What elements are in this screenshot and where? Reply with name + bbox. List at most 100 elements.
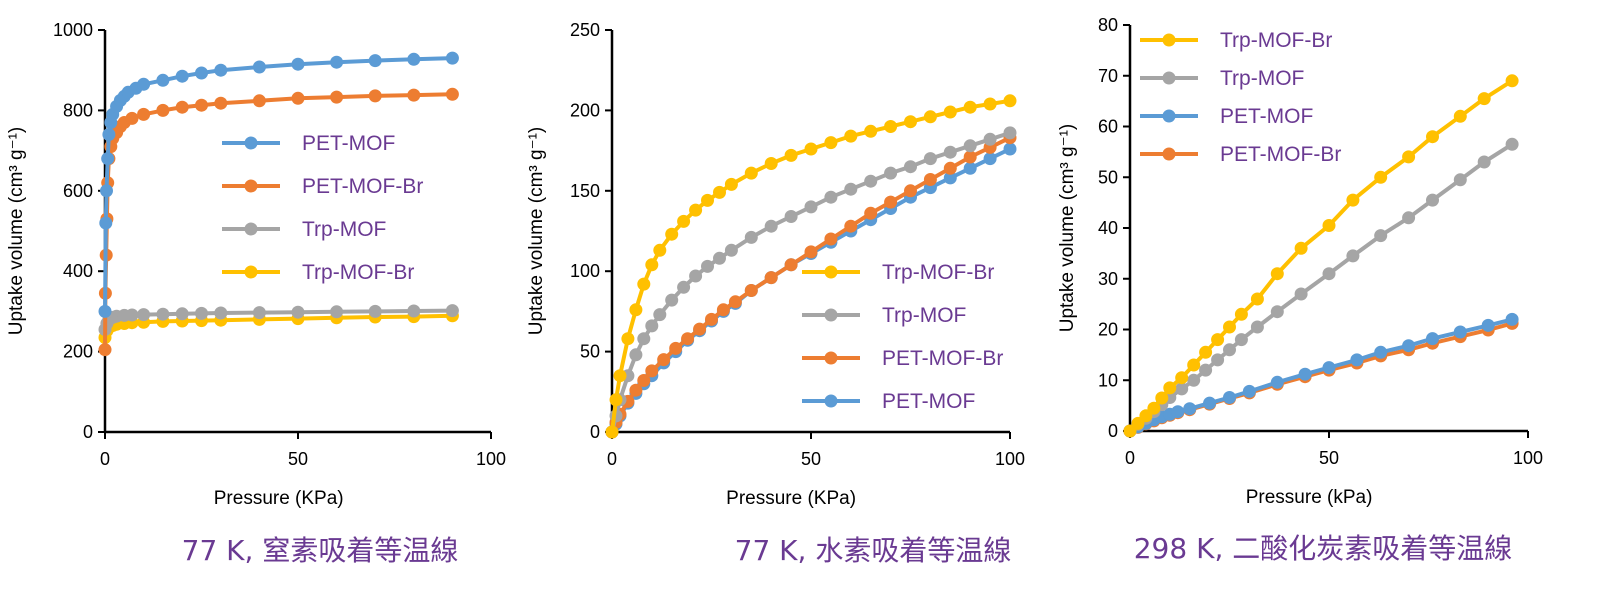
data-point <box>657 353 671 367</box>
data-point <box>665 227 679 241</box>
data-point <box>724 177 738 191</box>
y-tick-label: 100 <box>570 261 600 281</box>
data-point <box>214 306 228 320</box>
data-point <box>1294 287 1308 301</box>
data-point <box>1163 381 1177 395</box>
legend-item-pet-mof-br: PET-MOF-Br <box>1140 143 1341 166</box>
data-point <box>689 203 703 217</box>
data-point <box>407 52 421 66</box>
data-point <box>609 393 623 407</box>
data-point <box>125 111 139 125</box>
legend-swatch-marker <box>1162 109 1176 123</box>
x-tick-label: 100 <box>995 449 1025 469</box>
series-trp-mof <box>605 126 1017 439</box>
data-point <box>1477 155 1491 169</box>
data-point <box>1171 405 1185 419</box>
data-point <box>445 51 459 65</box>
series-trp-mof <box>1123 137 1519 438</box>
data-point <box>629 383 643 397</box>
x-tick-label: 100 <box>1513 448 1543 468</box>
nitrogen-isotherm-chart: 0 200 400 600 800 1000 0 50 100 Pressure (KPa) Upt… <box>6 20 506 567</box>
data-point <box>904 115 917 129</box>
legend-item-trp-mof-br: Trp-MOF-Br <box>222 261 414 284</box>
data-point <box>1199 363 1213 377</box>
data-point <box>156 103 170 117</box>
data-point <box>744 166 758 180</box>
data-point <box>693 322 707 336</box>
legend-swatch-marker <box>244 222 258 236</box>
data-point <box>1453 325 1467 339</box>
data-point <box>728 295 742 309</box>
legend-label: Trp-MOF <box>1220 67 1304 90</box>
data-point <box>330 305 344 319</box>
legend-label: Trp-MOF-Br <box>302 261 414 284</box>
data-point <box>1003 126 1017 140</box>
data-point <box>1242 384 1256 398</box>
chart-caption: 77 K, 水素吸着等温線 <box>735 534 1012 567</box>
y-tick-label: 0 <box>83 422 93 442</box>
y-tick-label: 70 <box>1098 66 1118 86</box>
data-point <box>1294 241 1308 255</box>
data-point <box>330 90 344 104</box>
data-point <box>445 87 459 101</box>
y-tick-label: 0 <box>590 422 600 442</box>
data-point <box>125 308 139 322</box>
series-trp-mof-br <box>1123 74 1519 438</box>
y-tick-label: 50 <box>1098 167 1118 187</box>
legend-swatch-marker <box>824 265 838 279</box>
data-point <box>963 150 977 164</box>
data-point <box>864 206 878 220</box>
legend-label: PET-MOF <box>882 390 975 413</box>
data-point <box>864 174 878 188</box>
data-point <box>645 258 659 272</box>
data-point <box>963 139 977 153</box>
legend-item-pet-mof-br: PET-MOF-Br <box>802 347 1003 370</box>
data-point <box>983 97 997 111</box>
data-point <box>784 148 798 162</box>
data-point <box>1426 130 1439 144</box>
data-point <box>884 195 898 209</box>
y-tick-label: 20 <box>1098 320 1118 340</box>
series-pet-mof-br <box>605 131 1017 439</box>
data-point <box>713 185 726 199</box>
data-point <box>1298 367 1312 381</box>
x-tick-label: 0 <box>100 449 110 469</box>
legend-label: PET-MOF-Br <box>1220 143 1341 166</box>
data-point <box>645 364 659 378</box>
data-point <box>1234 307 1248 321</box>
data-point <box>681 332 695 346</box>
data-point <box>101 152 115 166</box>
legend-item-trp-mof: Trp-MOF <box>802 304 966 327</box>
y-tick-label: 150 <box>570 181 600 201</box>
data-point <box>701 193 714 207</box>
legend-label: Trp-MOF <box>302 218 386 241</box>
data-point <box>1322 267 1336 281</box>
data-point <box>195 98 208 112</box>
data-point <box>923 110 937 124</box>
data-point <box>99 216 113 230</box>
y-axis-label: Uptake volume (cm³ g⁻¹) <box>6 127 27 336</box>
y-axis-label: Uptake volume (cm³ g⁻¹) <box>1057 124 1078 333</box>
x-axis-label: Pressure (KPa) <box>214 488 344 509</box>
legend-label: PET-MOF <box>1220 105 1313 128</box>
y-tick-label: 200 <box>63 342 93 362</box>
data-point <box>1187 358 1201 372</box>
data-point <box>1187 373 1201 387</box>
series-pet-mof <box>98 51 459 318</box>
data-point <box>701 259 714 273</box>
data-point <box>669 341 683 355</box>
data-point <box>1346 249 1360 263</box>
data-point <box>1426 332 1439 346</box>
data-point <box>744 230 758 244</box>
data-point <box>677 280 691 294</box>
data-point <box>1402 211 1416 225</box>
data-point <box>1402 339 1416 353</box>
data-point <box>137 308 151 322</box>
data-point <box>884 166 898 180</box>
data-point <box>330 55 344 69</box>
legend-swatch-marker <box>824 394 838 408</box>
co2-isotherm-chart: 0 10 20 30 40 50 60 70 80 0 50 100 Pressure (kPa) Upt… <box>1057 15 1543 565</box>
legend-item-trp-mof: Trp-MOF <box>1140 67 1304 90</box>
x-tick-label: 0 <box>607 449 617 469</box>
